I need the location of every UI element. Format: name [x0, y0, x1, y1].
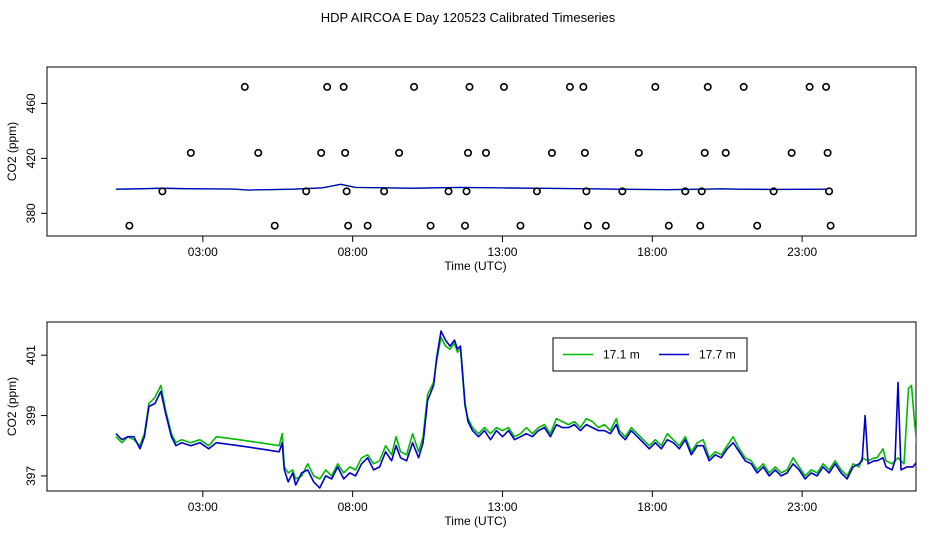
calibration-point [583, 221, 592, 230]
x-tick-label: 23:00 [787, 245, 817, 259]
x-tick-label: 18:00 [637, 500, 667, 514]
x-tick-label: 13:00 [487, 245, 517, 259]
series-line-17-7-m [115, 330, 916, 489]
calibration-point [395, 148, 404, 157]
x-tick-label: 08:00 [338, 245, 368, 259]
series-line-17-1-m [115, 336, 916, 480]
y-tick-label: 397 [24, 466, 38, 486]
calibration-point [240, 82, 249, 91]
calibration-point [805, 82, 814, 91]
y-axis-title: CO2 (ppm) [5, 377, 19, 436]
bottom-plot-area [115, 330, 916, 489]
x-axis-title: Time (UTC) [444, 514, 506, 528]
calibration-point [339, 82, 348, 91]
calibration-point [547, 148, 556, 157]
calibration-point [125, 221, 134, 230]
calibration-point [462, 187, 471, 196]
calibration-point [825, 187, 834, 196]
calibration-point [769, 187, 778, 196]
calibration-point [739, 82, 748, 91]
x-tick-label: 18:00 [637, 245, 667, 259]
y-tick-label: 380 [24, 203, 38, 223]
calibration-point [826, 221, 835, 230]
calibration-point [700, 148, 709, 157]
calibration-point [499, 82, 508, 91]
calibration-point [158, 187, 167, 196]
legend: 17.1 m 17.7 m [552, 337, 748, 372]
calibration-point [822, 82, 831, 91]
calibration-point [465, 82, 474, 91]
calibration-point [363, 221, 372, 230]
y-tick-label: 399 [24, 405, 38, 425]
calibration-point [651, 82, 660, 91]
calibration-point [270, 221, 279, 230]
calibration-point [410, 82, 419, 91]
calibration-point [580, 148, 589, 157]
x-tick-label: 03:00 [188, 500, 218, 514]
bottom-plot-frame [46, 321, 917, 492]
x-tick-label: 08:00 [338, 500, 368, 514]
calibration-point [380, 187, 389, 196]
top-panel: 03:00 08:00 13:00 18:00 23:00 380 420 460 Time (… [5, 66, 917, 273]
calibration-point [753, 221, 762, 230]
calibration-point [481, 148, 490, 157]
calibration-point [341, 148, 350, 157]
y-tick-label: 420 [24, 148, 38, 168]
calibration-point [344, 221, 353, 230]
calibration-point [579, 82, 588, 91]
calibration-point [787, 148, 796, 157]
calibration-point [681, 187, 690, 196]
chart-title: HDP AIRCOA E Day 120523 Calibrated Times… [321, 10, 616, 25]
y-tick-label: 401 [24, 345, 38, 365]
x-tick-label: 13:00 [487, 500, 517, 514]
calibration-point [342, 187, 351, 196]
calibration-point [186, 148, 195, 157]
calibration-point [618, 187, 627, 196]
legend-label: 17.7 m [699, 348, 736, 362]
calibration-point [703, 82, 712, 91]
calibration-point [323, 82, 332, 91]
calibration-point [444, 187, 453, 196]
calibration-point [697, 187, 706, 196]
x-tick-label: 23:00 [787, 500, 817, 514]
calibration-point [664, 221, 673, 230]
legend-label: 17.1 m [603, 348, 640, 362]
calibration-point [317, 148, 326, 157]
calibration-point [464, 148, 473, 157]
x-axis-title: Time (UTC) [444, 259, 506, 273]
y-tick-label: 460 [24, 93, 38, 113]
calibration-point [823, 148, 832, 157]
calibration-point [302, 187, 311, 196]
calibration-point [582, 187, 591, 196]
calibration-point [721, 148, 730, 157]
calibration-point [426, 221, 435, 230]
calibration-point [634, 148, 643, 157]
series-line-17-7-m [115, 183, 827, 191]
y-axis-title: CO2 (ppm) [5, 122, 19, 181]
calibration-point [532, 187, 541, 196]
calibration-point [254, 148, 263, 157]
top-plot-area [115, 82, 835, 230]
calibration-point [696, 221, 705, 230]
calibration-point [516, 221, 525, 230]
bottom-panel: 03:00 08:00 13:00 18:00 23:00 397 399 401 Time (… [5, 321, 917, 528]
calibration-point [601, 221, 610, 230]
x-tick-label: 03:00 [188, 245, 218, 259]
calibration-point [565, 82, 574, 91]
calibration-point [461, 221, 470, 230]
top-plot-frame [46, 66, 917, 237]
